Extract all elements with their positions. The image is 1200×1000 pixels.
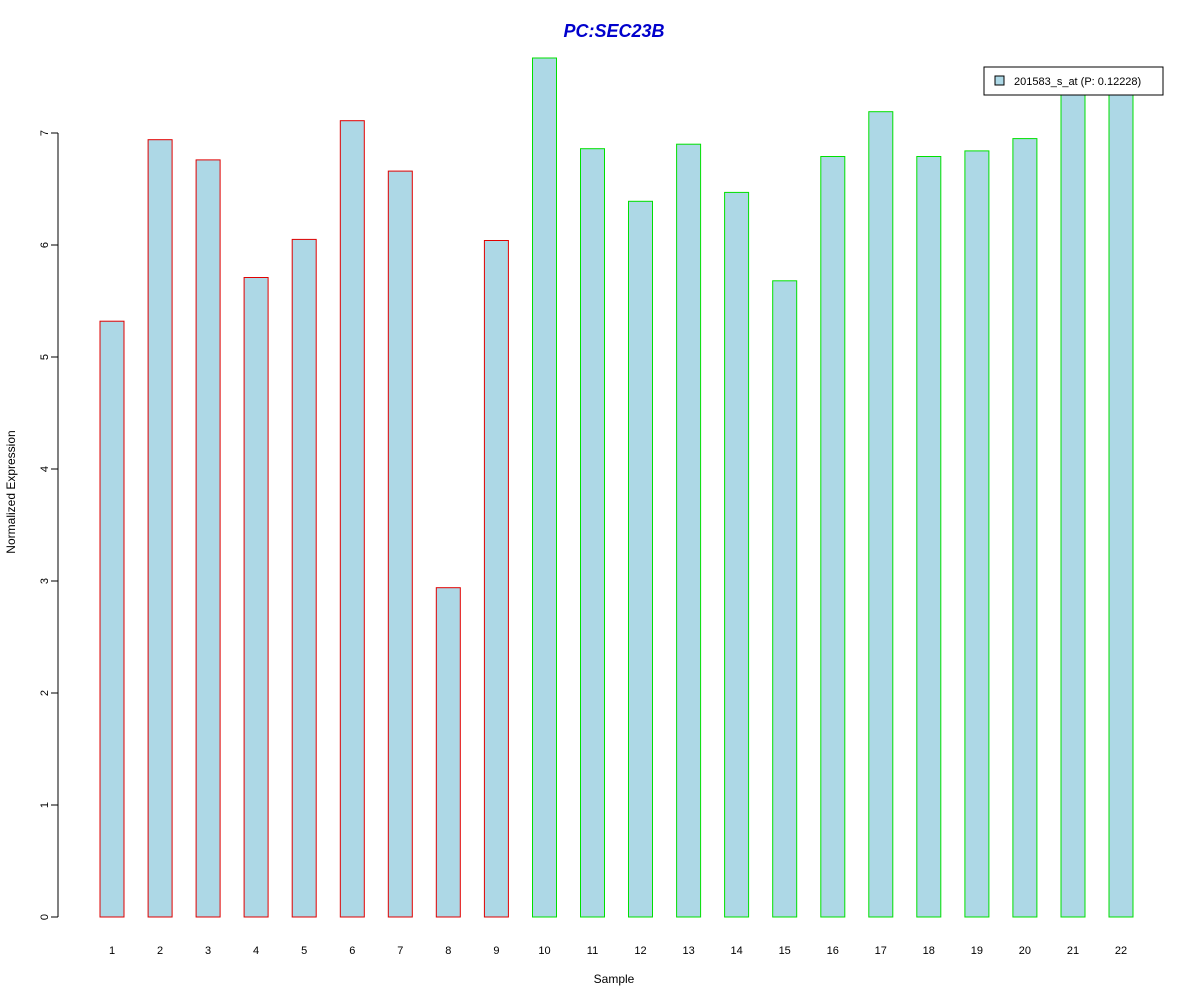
legend-box: [983, 66, 1164, 96]
bar-sample-5: [291, 238, 317, 918]
y-tick-label: 1: [39, 802, 51, 808]
y-tick-label: 4: [39, 466, 51, 472]
x-tick-label: 7: [397, 945, 403, 957]
legend-label: 201583_s_at (P: 0.12228): [1014, 76, 1141, 88]
y-tick-label: 2: [39, 690, 51, 696]
bar-sample-13: [676, 143, 702, 918]
x-tick-label: 14: [730, 945, 742, 957]
x-tick-label: 8: [445, 945, 451, 957]
bar-sample-3: [195, 159, 221, 918]
bar-sample-4: [243, 277, 269, 918]
legend: 201583_s_at (P: 0.12228): [983, 66, 1164, 96]
bar-sample-14: [724, 191, 750, 918]
x-tick-label: 13: [682, 945, 694, 957]
bar-sample-19: [964, 150, 990, 918]
y-tick-label: 7: [39, 130, 51, 136]
bar-sample-17: [868, 111, 894, 918]
x-tick-label: 11: [587, 945, 598, 957]
chart-title: PC:SEC23B: [563, 21, 664, 41]
bar-sample-6: [339, 120, 365, 918]
bar-sample-11: [580, 148, 605, 918]
bars: [99, 57, 1134, 918]
x-tick-labels: 1 2 3 4 5 6 7 8 9 10 11 12 13 14 15 16 17 18 19 20 21 22: [109, 945, 1127, 957]
x-tick-label: 22: [1115, 945, 1127, 957]
bar-sample-15: [772, 280, 798, 918]
y-axis-label: Normalized Expression: [4, 430, 18, 553]
x-tick-label: 12: [634, 945, 646, 957]
x-tick-label: 1: [109, 945, 115, 957]
y-axis: 0 1 2 3 4 5 6 7: [39, 130, 59, 920]
bar-sample-22: [1108, 85, 1134, 918]
x-tick-label: 21: [1067, 945, 1079, 957]
bar-sample-16: [820, 156, 846, 918]
legend-swatch: [994, 75, 1005, 86]
y-tick-label: 3: [39, 578, 51, 584]
bar-sample-1: [99, 320, 125, 918]
x-tick-label: 15: [779, 945, 791, 957]
bar-sample-8: [435, 587, 461, 918]
x-tick-label: 9: [493, 945, 499, 957]
y-tick-label: 6: [39, 242, 51, 248]
y-tick-label: 0: [39, 914, 51, 920]
x-tick-label: 18: [923, 945, 935, 957]
bar-sample-10: [532, 57, 557, 918]
x-tick-label: 2: [157, 945, 163, 957]
bar-sample-12: [628, 200, 653, 918]
bar-sample-21: [1060, 92, 1086, 918]
x-tick-label: 3: [205, 945, 211, 957]
y-tick-label: 5: [39, 354, 51, 360]
bar-sample-7: [387, 170, 413, 918]
bar-sample-18: [916, 156, 942, 918]
bar-sample-9: [483, 240, 509, 918]
bar-sample-2: [147, 139, 173, 918]
x-tick-label: 4: [253, 945, 259, 957]
x-tick-label: 19: [971, 945, 983, 957]
x-tick-label: 10: [538, 945, 550, 957]
bar-sample-20: [1012, 138, 1038, 918]
x-axis-label: Sample: [594, 972, 635, 986]
x-tick-label: 5: [301, 945, 307, 957]
x-tick-label: 20: [1019, 945, 1031, 957]
x-tick-label: 6: [349, 945, 355, 957]
x-tick-label: 17: [875, 945, 887, 957]
x-tick-label: 16: [827, 945, 839, 957]
